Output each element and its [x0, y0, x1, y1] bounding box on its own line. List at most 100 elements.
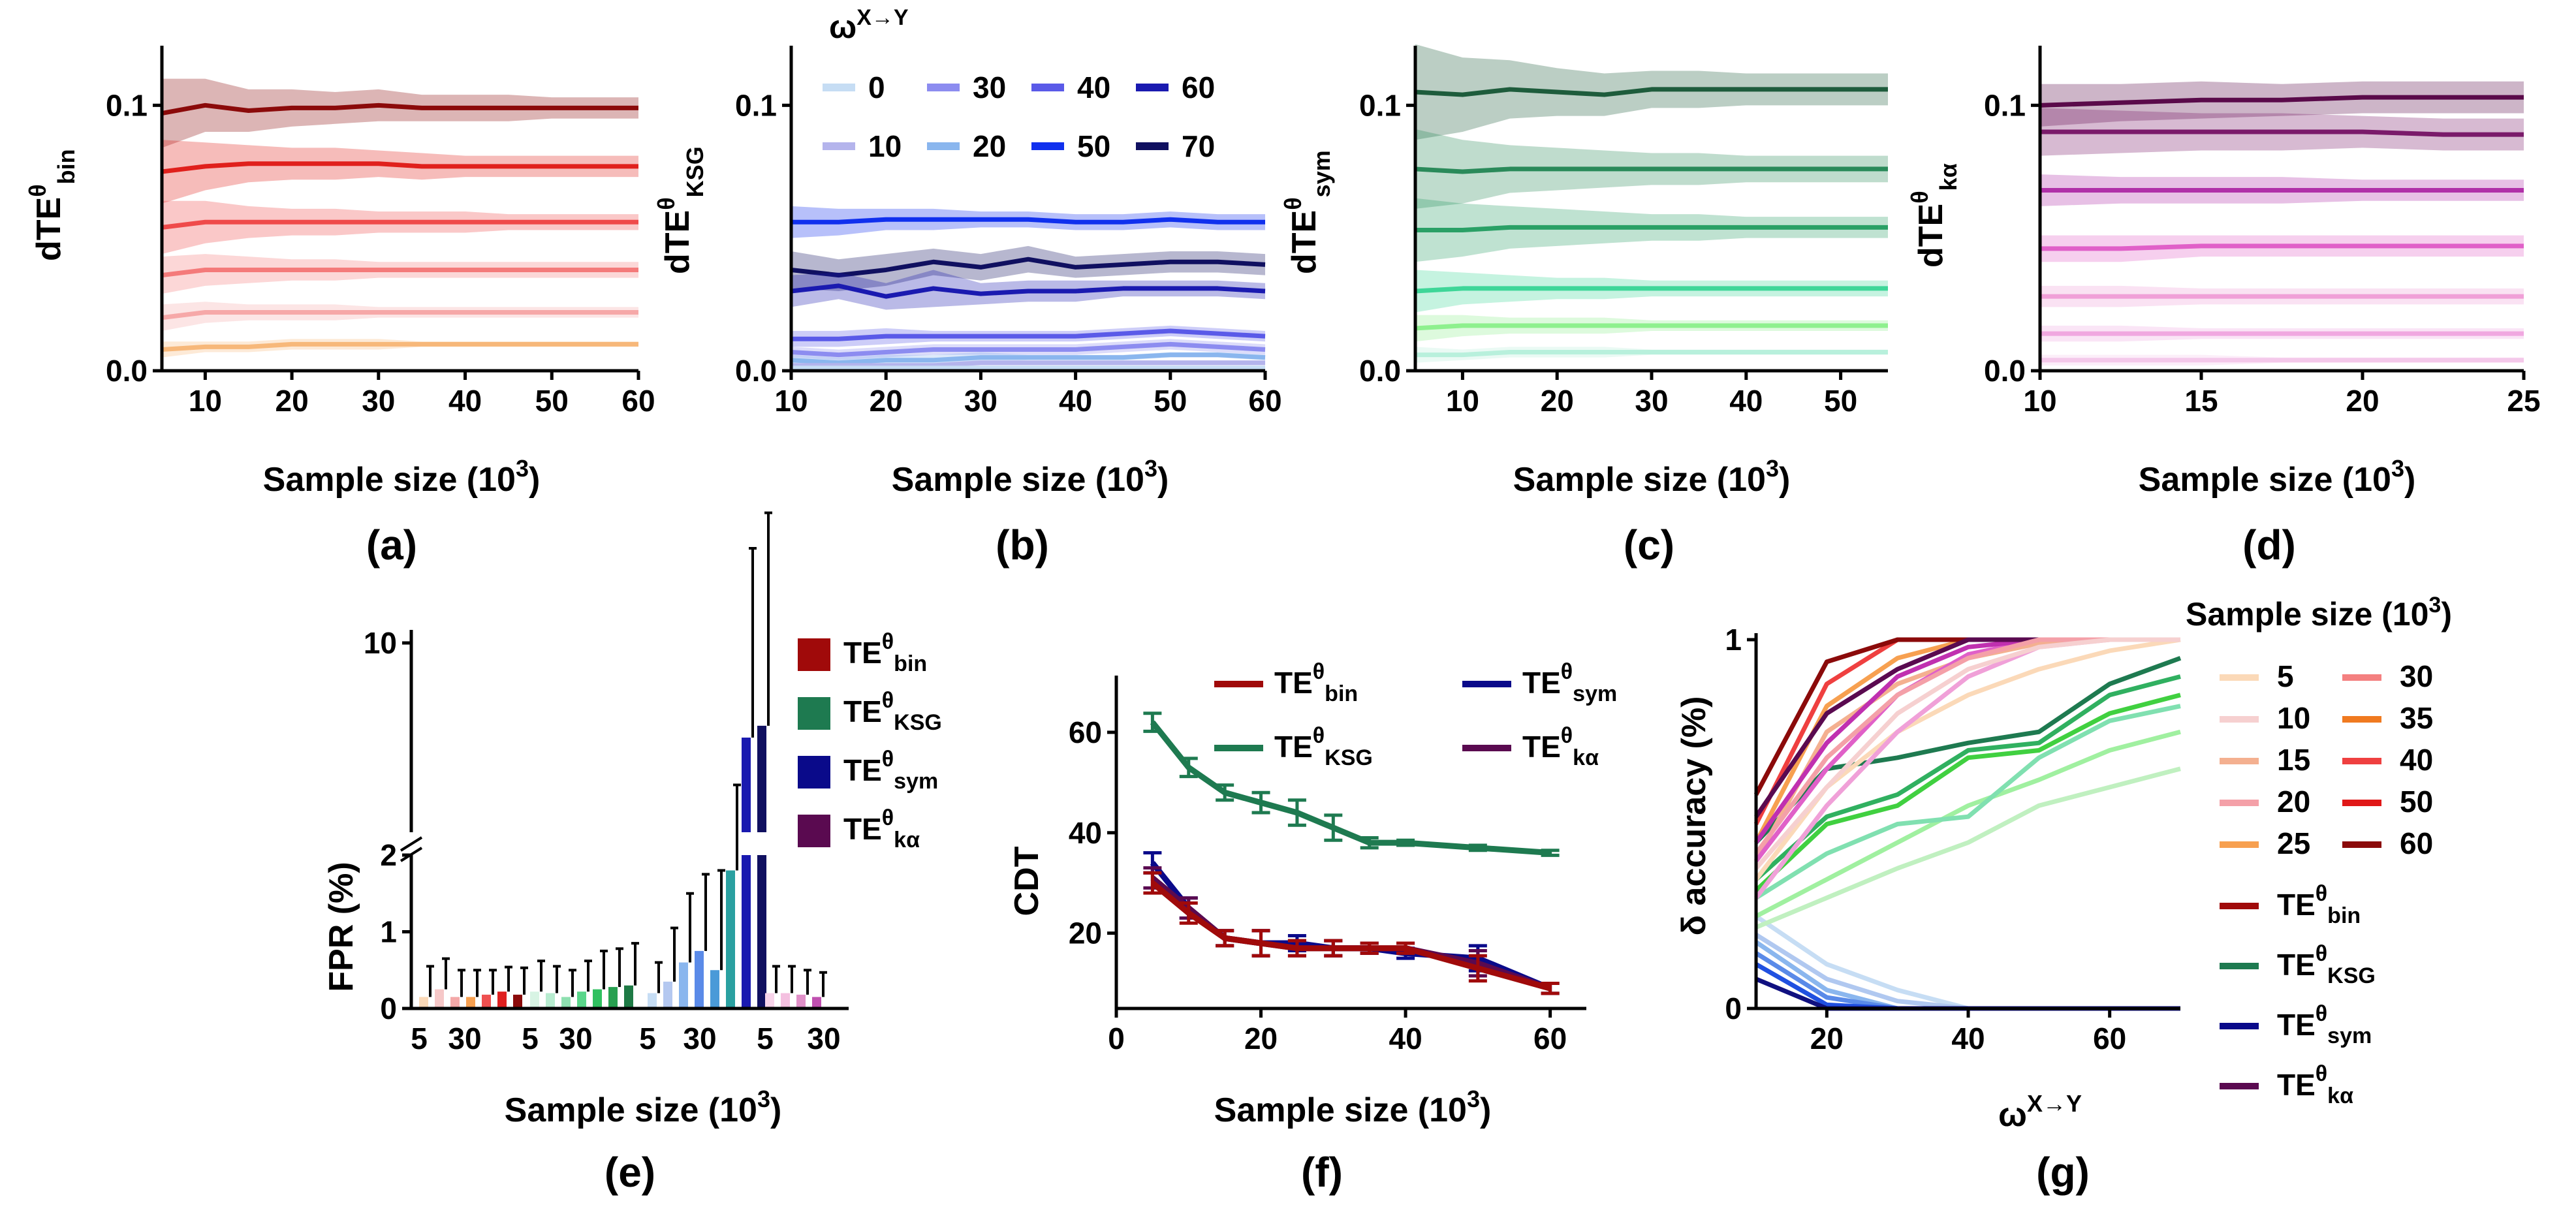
legend-label: TEθbin	[843, 629, 927, 676]
panel-g-ylabel: δ accuracy (%)	[1675, 696, 1713, 936]
panel-d-plot-area	[2039, 81, 2524, 366]
panel-a: 10 20 30 40 50 60 0.0 0.1 dTEθbin Sample size (…	[24, 46, 655, 569]
legend-label: TEθkα	[2277, 1061, 2353, 1108]
panel-f-plot-area	[1143, 711, 1560, 995]
bar	[530, 992, 539, 1008]
x-tick-label: 20	[2346, 384, 2379, 418]
panel-g-axes: 20 40 60 0 1	[1725, 623, 2180, 1055]
legend-label: 10	[2277, 701, 2310, 735]
x-tick-label: 30	[807, 1022, 840, 1055]
panel-c-axes: 10 20 30 40 50 0.0 0.1	[1359, 46, 1888, 418]
x-tick-label: 5	[411, 1022, 428, 1055]
series-60-band	[162, 140, 638, 204]
legend-label: TEθKSG	[1274, 723, 1373, 770]
legend-label: 50	[2400, 785, 2433, 819]
series-ksg-10	[1755, 729, 2181, 918]
x-tick-label: 20	[275, 384, 309, 418]
legend-label: TEθsym	[1522, 659, 1617, 706]
bar	[710, 970, 719, 1008]
series-pink-2	[1754, 637, 2180, 870]
y-tick-label: 0.0	[106, 354, 148, 388]
series-40-line	[1415, 286, 1888, 294]
legend-label: 30	[2400, 659, 2433, 693]
series-ksg-30	[1754, 674, 2181, 881]
y-tick-label: 1	[1725, 623, 1742, 657]
legend-label: 10	[868, 129, 902, 163]
bar	[561, 997, 571, 1008]
x-tick-label: 50	[1154, 384, 1187, 418]
legend-swatch	[798, 756, 830, 789]
bar	[546, 993, 555, 1008]
bar	[765, 993, 774, 1008]
y-tick-label: 0.0	[1984, 354, 2026, 388]
legend-label: 60	[2400, 826, 2433, 860]
y-tick-label: 2	[380, 838, 397, 872]
legend-label: 20	[973, 129, 1006, 163]
panel-c-label: (c)	[1624, 522, 1674, 569]
panel-a-axes: 10 20 30 40 50 60 0.0 0.1	[106, 46, 655, 418]
legend-label: TEθkα	[843, 805, 920, 852]
x-tick-label: 5	[639, 1022, 656, 1055]
series-40-line	[2040, 243, 2524, 251]
bar-upper	[757, 725, 766, 832]
panel-b-axes: 10 20 30 40 50 60 0.0 0.1	[735, 46, 1282, 418]
x-tick-label: 30	[448, 1022, 481, 1055]
panel-f-ylabel: CDT	[1008, 846, 1046, 916]
series-40-line	[161, 267, 638, 278]
x-tick-label: 15	[2184, 384, 2218, 418]
series-70-line	[1415, 87, 1888, 97]
x-tick-label: 30	[362, 384, 395, 418]
panel-g-legend-title: Sample size (103)	[2186, 593, 2452, 632]
y-tick-label: 20	[1069, 916, 1102, 950]
series-30-line	[161, 310, 638, 320]
legend-label: TEθKSG	[2277, 941, 2376, 988]
x-tick-label: 30	[964, 384, 997, 418]
bar	[482, 994, 491, 1008]
bar	[624, 985, 633, 1008]
series-50-band	[1415, 198, 1888, 262]
legend-label: 70	[1182, 129, 1215, 163]
series-50-line	[791, 217, 1265, 225]
bar	[450, 997, 460, 1008]
panel-d-label: (d)	[2242, 522, 2296, 569]
legend-label: 50	[1077, 129, 1110, 163]
x-tick-label: 60	[1533, 1022, 1567, 1055]
panel-d-axes: 10 15 20 25 0.0 0.1	[1984, 46, 2541, 418]
panel-d: 10 15 20 250.00.1 dTEθkα Sample size (103) …	[1906, 46, 2541, 569]
x-tick-label: 40	[1389, 1022, 1422, 1055]
series-70-line	[791, 257, 1266, 278]
x-tick-label: 10	[1446, 384, 1479, 418]
y-tick-label: 0.1	[735, 88, 777, 122]
series-70-band	[2040, 81, 2524, 127]
bar	[466, 997, 475, 1008]
panel-d-ylabel: dTEθkα	[1906, 163, 1962, 268]
panel-e-label: (e)	[605, 1149, 655, 1196]
y-tick-label: 1	[380, 915, 397, 949]
x-tick-label: 50	[535, 384, 569, 418]
legend-swatch	[798, 638, 830, 671]
bar	[577, 992, 586, 1008]
panel-e-legend: TEθbin TEθKSG TEθsym TEθkα	[798, 629, 942, 852]
series-70-line	[161, 102, 638, 116]
x-tick-label: 30	[683, 1022, 716, 1055]
series-60-line	[2040, 129, 2524, 137]
panel-a-plot-area	[161, 78, 638, 358]
series-20-line	[1415, 350, 1888, 358]
panel-b-legend: 0 30 40 60 10 20 50 70	[823, 70, 1215, 163]
y-tick-label: 0.1	[1359, 88, 1401, 122]
x-tick-label: 20	[870, 384, 903, 418]
panel-e-ylabel: FPR (%)	[322, 862, 360, 992]
bar	[742, 855, 751, 1008]
y-tick-label: 60	[1069, 715, 1102, 749]
panel-b-legend-title: ωX→Y	[829, 5, 909, 45]
x-tick-label: 25	[2507, 384, 2540, 418]
legend-swatch	[798, 697, 830, 730]
series-ka-60	[1754, 637, 2180, 819]
legend-label: 60	[1182, 70, 1215, 104]
panel-f-label: (f)	[1301, 1149, 1343, 1196]
series-40-band	[1415, 270, 1888, 313]
y-tick-label: 0.0	[735, 354, 777, 388]
series-line	[1150, 881, 1551, 992]
series-20-line	[161, 341, 638, 352]
